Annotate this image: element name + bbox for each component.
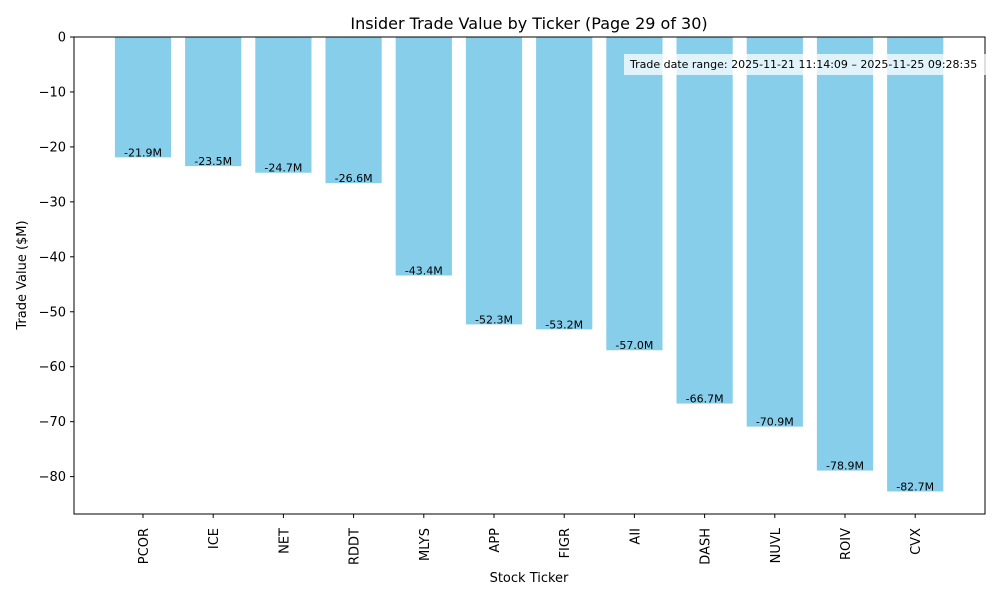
data-label-aii: -57.0M — [615, 339, 653, 352]
x-tick-label-figr: FIGR — [558, 528, 573, 558]
data-label-pcor: -21.9M — [124, 146, 162, 159]
data-label-mlys: -43.4M — [405, 265, 443, 278]
bars-group — [114, 37, 944, 492]
data-labels-group: -21.9M -23.5M -24.7M -26.6M -43.4M -52.3M -53.… — [124, 146, 934, 493]
annotation-box — [624, 54, 986, 75]
y-axis-label: Trade Value ($M) — [15, 220, 30, 330]
x-axis-label: Stock Ticker — [490, 571, 569, 586]
bar-rddt — [325, 37, 382, 184]
y-tick-label: −80 — [39, 470, 66, 485]
data-label-dash: -66.7M — [686, 393, 724, 406]
x-tick-label-net: NET — [277, 528, 292, 554]
x-tick-label-aii: AII — [628, 528, 643, 545]
bar-roiv — [816, 37, 874, 471]
y-axis-ticks: 0 −10 −20 −30 −40 −50 −60 −70 −80 — [39, 31, 74, 485]
bar-nuvl — [746, 37, 803, 427]
x-tick-label-mlys: MLYS — [418, 528, 433, 561]
y-tick-label: −10 — [39, 85, 66, 100]
x-tick-label-pcor: PCOR — [137, 528, 152, 564]
y-tick-label: −70 — [39, 415, 66, 430]
bar-figr — [536, 37, 593, 330]
x-axis-ticks: PCOR ICE NET RDDT MLYS APP FIGR AII DASH NUVL ROIV… — [137, 514, 924, 565]
x-tick-label-rddt: RDDT — [348, 528, 363, 565]
data-label-figr: -53.2M — [545, 318, 583, 331]
y-tick-label: −60 — [39, 360, 66, 375]
x-tick-label-ice: ICE — [207, 528, 222, 549]
bar-net — [255, 37, 312, 173]
y-tick-label: 0 — [58, 31, 66, 46]
data-label-net: -24.7M — [264, 162, 302, 175]
bar-ice — [185, 37, 242, 167]
plot-frame — [73, 36, 986, 515]
bar-pcor — [114, 37, 172, 158]
bar-dash — [676, 37, 733, 404]
bar-cvx — [887, 37, 944, 492]
x-tick-label-roiv: ROIV — [839, 528, 854, 560]
x-tick-label-cvx: CVX — [909, 528, 924, 555]
x-tick-label-app: APP — [488, 528, 503, 553]
chart-title: Insider Trade Value by Ticker (Page 29 o… — [350, 14, 707, 33]
bar-mlys — [395, 37, 452, 276]
x-tick-label-dash: DASH — [699, 528, 714, 565]
bar-aii — [606, 37, 663, 351]
date-range-annotation: Trade date range: 2025-11-21 11:14:09 – … — [624, 54, 986, 75]
y-tick-label: −40 — [39, 250, 66, 265]
y-tick-label: −20 — [39, 140, 66, 155]
data-label-app: -52.3M — [475, 313, 513, 326]
data-label-nuvl: -70.9M — [756, 416, 794, 429]
data-label-roiv: -78.9M — [826, 460, 864, 473]
data-label-rddt: -26.6M — [335, 172, 373, 185]
data-label-ice: -23.5M — [194, 155, 232, 168]
y-tick-label: −30 — [39, 195, 66, 210]
annotation-text: Trade date range: 2025-11-21 11:14:09 – … — [629, 58, 977, 71]
y-tick-label: −50 — [39, 305, 66, 320]
data-label-cvx: -82.7M — [896, 480, 934, 493]
bar-app — [465, 37, 523, 325]
x-tick-label-nuvl: NUVL — [769, 527, 784, 563]
